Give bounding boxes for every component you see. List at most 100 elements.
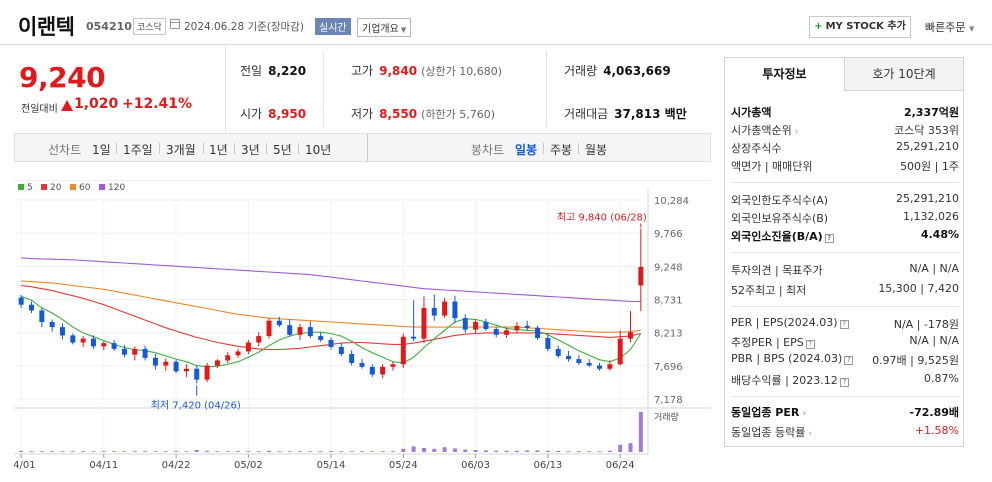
volume-label: 거래량 [654,411,679,423]
x-tick-label: 05/14 [317,460,346,471]
divider [116,143,117,154]
candle-body [80,338,86,343]
calendar-icon [170,19,180,29]
info-icon[interactable]: ? [839,378,849,387]
quick-order-button[interactable]: 빠른주문 ▼ [925,21,975,34]
mystock-add-button[interactable]: + MY STOCK 추가 [809,16,911,38]
period-1d[interactable]: 1일 [92,143,111,157]
candle-body [338,346,344,355]
divider [159,143,160,154]
row-target-price: 투자의견 | 목표주가 N/A | N/A [731,262,959,277]
candle-body [28,304,34,311]
legend-swatch [70,184,76,190]
period-1y[interactable]: 1년 [209,143,228,157]
panel-tabs: 투자정보 호가 10단계 [725,58,963,91]
candle-body [545,338,551,349]
volume-bar [70,451,75,452]
volume-bar [504,450,509,452]
market-badge: 코스닥 [133,18,166,35]
up-triangle-icon [61,100,73,111]
candle-body [132,348,138,355]
tab-order-book[interactable]: 호가 10단계 [844,58,963,91]
volume-bar [349,451,354,452]
candle-daily[interactable]: 일봉 [515,143,538,157]
candle-body [369,366,375,375]
volume-bar [143,451,148,452]
volume-bar [576,451,581,452]
candle-body [59,327,65,336]
divider [367,134,368,161]
company-overview-dropdown[interactable]: 기업개요 ▼ [357,18,412,37]
candle-weekly[interactable]: 주봉 [550,143,573,157]
row-sector-per[interactable]: 동일업종 PER › -72.89배 [731,406,959,419]
candle-body [628,332,634,339]
chevron-down-icon: ▼ [968,25,975,33]
y-tick-label: 8,731 [654,296,683,307]
candle-body [235,351,241,356]
candle-monthly[interactable]: 월봉 [585,143,608,157]
period-3y[interactable]: 3년 [241,143,260,157]
line-chart-label[interactable]: 선차트 [48,143,82,157]
candle-body [535,327,541,339]
row-market-cap: 시가총액 2,337억원 [731,106,959,119]
ma120-line [21,257,641,303]
candle-body [524,325,530,328]
candle-chart-label[interactable]: 봉차트 [471,143,505,157]
volume-bar [380,451,385,452]
tab-investment-info[interactable]: 투자정보 [725,58,844,91]
candle-body [152,357,158,366]
volume-bar [411,446,416,452]
period-10y[interactable]: 10년 [305,143,332,157]
chevron-right-icon: › [794,127,799,137]
period-3m[interactable]: 3개월 [166,143,196,157]
volume-bar [432,448,437,452]
row-market-cap-rank[interactable]: 시가총액순위 › 코스닥 353위 [731,124,959,137]
volume-bar [339,451,344,452]
candle-body [101,343,107,347]
candle-body [566,355,572,360]
info-icon[interactable]: ? [844,356,854,365]
period-5y[interactable]: 5년 [273,143,292,157]
divider [203,143,204,154]
chevron-right-icon: › [802,409,807,419]
candle-body [163,361,169,366]
info-icon[interactable]: ? [839,320,849,329]
chevron-down-icon: ▼ [400,26,407,34]
volume-bar [638,412,643,452]
row-52week[interactable]: 52주최고 | 최저 15,300 | 7,420 [731,282,959,297]
volume-bar [81,451,86,452]
x-tick-label: 06/13 [533,460,562,471]
volume-bar [184,451,189,452]
volume-bar [483,450,488,452]
volume-bar [318,451,323,452]
stat-amount: 거래대금 37,813 백만 [564,107,687,121]
row-foreign-limit: 외국인한도주식수(A) 25,291,210 [731,192,959,207]
candle-body [607,364,613,369]
candle-body [245,342,251,352]
info-icon[interactable]: ? [824,234,834,243]
volume-bar [308,451,313,452]
candle-body [287,325,293,335]
realtime-badge[interactable]: 실시간 [315,18,351,35]
row-sector-change[interactable]: 동일업종 등락률 › +1.58% [731,424,959,439]
candle-body [462,318,468,330]
volume-bar [256,451,261,452]
candle-body [183,368,189,372]
stat-low: 저가 8,550 (하한가 5,760) [351,107,495,121]
high-annotation: 최고 9,840 (06/28) [557,211,647,223]
legend-ma20: 20 [41,183,61,193]
row-est-per: 추정PER | EPS? N/A | N/A [731,334,959,349]
stat-volume: 거래량 4,063,669 [564,64,671,78]
volume-bar [463,449,468,452]
volume-bar [401,448,406,452]
volume-bar [607,450,612,452]
info-icon[interactable]: ? [805,340,815,349]
company-name[interactable]: 이랜텍 [18,15,75,39]
price-chart[interactable]: 5 20 60 120 10,284 9,766 9,248 8,731 8,213 7,… [14,180,711,482]
volume-bar [194,450,199,452]
y-tick-label: 8,213 [654,329,683,340]
y-tick-label: 7,178 [654,395,683,406]
period-1w[interactable]: 1주일 [123,143,153,157]
volume-bar [566,451,571,452]
y-tick-label: 9,248 [654,262,683,273]
